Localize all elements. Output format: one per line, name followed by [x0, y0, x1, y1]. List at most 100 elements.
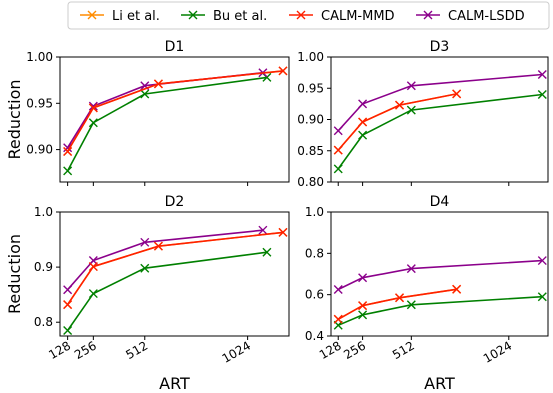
y-tick-label: 0.8 [34, 315, 53, 329]
data-point [333, 164, 343, 174]
series-line [66, 231, 284, 306]
data-point [63, 146, 73, 156]
legend-swatch-marker [87, 10, 97, 20]
data-point [537, 70, 547, 79]
legend-label: Li et al. [112, 9, 160, 24]
data-point [278, 227, 288, 237]
data-point [537, 292, 547, 302]
y-tick-label: 0.90 [26, 143, 53, 157]
data-point [358, 310, 368, 320]
y-tick-label: 1.00 [297, 50, 324, 64]
data-point [278, 66, 288, 76]
y-tick-label: 1.0 [305, 205, 324, 219]
legend-swatch-marker [296, 10, 306, 20]
series-line [337, 93, 457, 151]
plot-frame [59, 56, 290, 183]
data-point [140, 237, 150, 247]
x-tick-label: 128 [46, 338, 73, 362]
data-point [262, 247, 272, 257]
series-calm-mmd [333, 89, 462, 155]
x-tick-label: 512 [123, 338, 150, 362]
data-point [88, 103, 98, 113]
x-tick-label: 1024 [220, 338, 253, 365]
series-line [66, 251, 268, 331]
panel-d1: D1 0.90 0.95 1.00 Reduction [5, 39, 290, 186]
data-point [395, 293, 405, 303]
data-point [395, 100, 405, 110]
x-axis-title: ART [424, 374, 455, 393]
series-line [337, 295, 543, 327]
series-calm-mmd [63, 227, 288, 310]
x-tick-label: 1024 [481, 338, 514, 365]
y-tick-label: 0.6 [305, 288, 324, 302]
data-point [358, 117, 368, 127]
series-bu-et-al [63, 72, 272, 176]
data-point [358, 99, 368, 109]
data-point [333, 285, 343, 294]
plot-frame [330, 211, 549, 337]
data-point [406, 105, 416, 115]
series-calm-mmd [333, 284, 462, 324]
data-point [63, 166, 73, 176]
panel-d3: D3 0.80 0.85 0.90 0.95 1.00 [297, 39, 549, 189]
legend-label: CALM-MMD [321, 9, 395, 24]
plot-frame [330, 56, 549, 183]
data-point [406, 300, 416, 310]
series-bu-et-al [333, 90, 547, 174]
y-tick-label: 0.95 [26, 96, 53, 110]
data-point [140, 89, 150, 99]
legend-swatch-marker [188, 10, 198, 20]
data-point [153, 79, 163, 89]
data-point [452, 89, 462, 99]
y-tick-label: 1.00 [26, 50, 53, 64]
series-li-et-al [333, 89, 462, 155]
legend-item-bu-et-al: Bu et al. [181, 9, 267, 24]
data-point [537, 90, 547, 99]
legend-item-calm-lsdd: CALM-LSDD [416, 9, 525, 24]
x-tick-label: 512 [390, 338, 417, 362]
panel-title: D1 [165, 39, 185, 55]
data-point [333, 126, 343, 136]
series-line [66, 231, 284, 306]
series-bu-et-al [63, 247, 272, 335]
legend-label: Bu et al. [213, 9, 267, 24]
legend: Li et al. Bu et al. CALM-MMD CALM-LSDD [67, 1, 550, 30]
data-point [258, 225, 268, 235]
y-tick-label: 0.90 [297, 113, 324, 127]
series-calm-lsdd [333, 256, 547, 294]
data-point [88, 289, 98, 299]
plot-frame [59, 211, 290, 337]
x-tick-label: 256 [341, 338, 368, 362]
series-line [66, 229, 263, 291]
series-line [66, 70, 284, 152]
x-tick-label: 256 [72, 338, 99, 362]
y-tick-label: 0.9 [34, 260, 53, 274]
y-tick-label: 0.8 [305, 246, 324, 260]
data-point [63, 143, 73, 153]
panels: D1 0.90 0.95 1.00 Reduction D3 0.80 0.85 0.90 0.9… [5, 39, 549, 393]
data-point [63, 300, 73, 310]
data-point [333, 314, 343, 324]
data-point [88, 118, 98, 128]
y-tick-label: 0.4 [305, 329, 324, 343]
series-line [66, 76, 268, 172]
panel-title: D4 [430, 194, 450, 210]
data-point [358, 130, 368, 140]
series-line [337, 288, 457, 320]
data-point [88, 101, 98, 111]
legend-item-calm-mmd: CALM-MMD [289, 9, 395, 24]
y-tick-label: 0.80 [297, 175, 324, 189]
series-line [337, 93, 543, 170]
y-axis-title: Reduction [5, 80, 24, 160]
series-bu-et-al [333, 292, 547, 330]
legend-item-li-et-al: Li et al. [80, 9, 160, 24]
data-point [63, 285, 73, 295]
data-point [358, 301, 368, 311]
panel-title: D2 [165, 194, 185, 210]
series-calm-lsdd [63, 225, 268, 295]
legend-swatch-marker [423, 10, 433, 20]
data-point [406, 81, 416, 91]
